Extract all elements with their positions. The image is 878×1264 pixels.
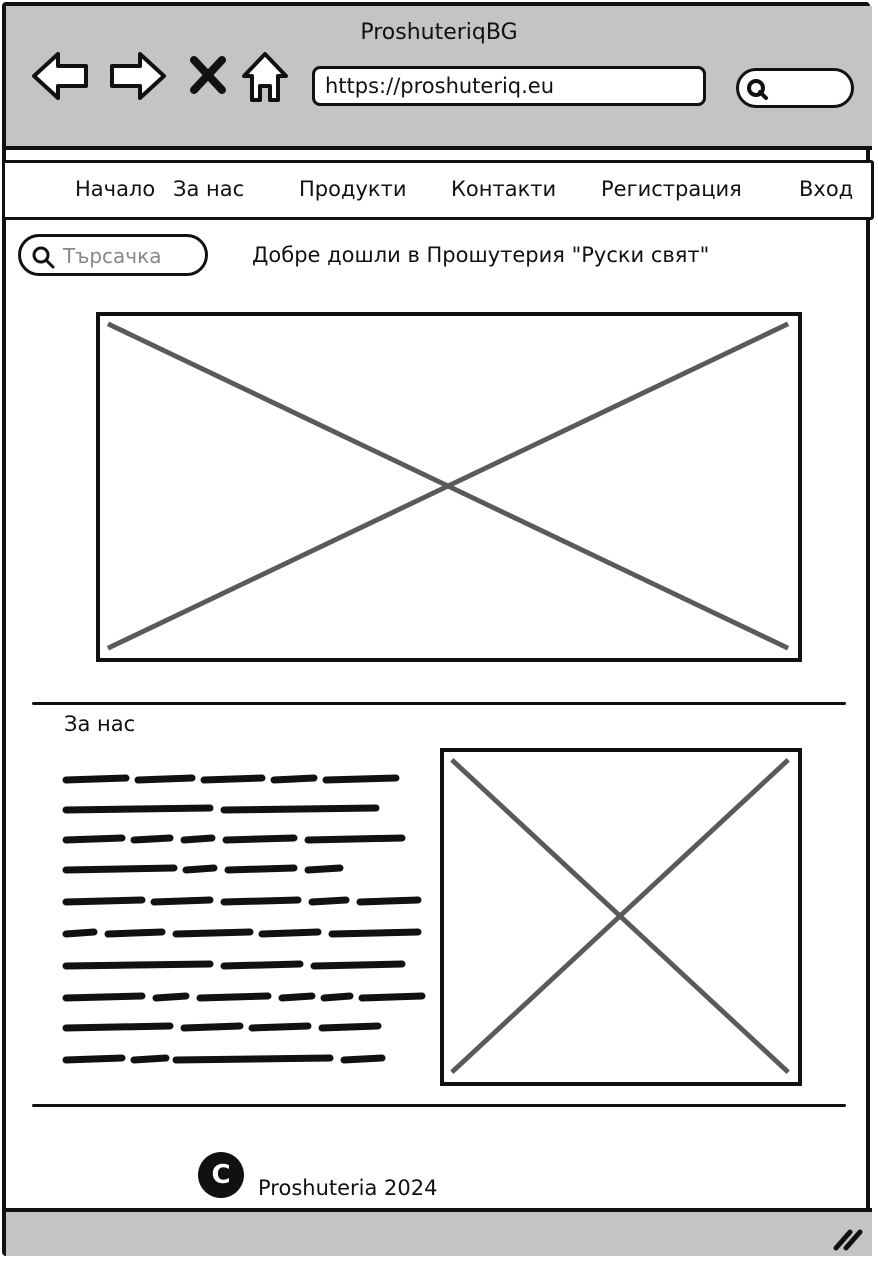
about-heading: За нас [64, 712, 136, 736]
main-nav: Начало За нас Продукти Контакти Регистра… [2, 160, 874, 220]
search-placeholder: Търсачка [63, 244, 162, 268]
close-icon[interactable] [188, 54, 228, 96]
welcome-text: Добре дошли в Прошутерия "Руски свят" [252, 243, 710, 267]
placeholder-text-scribble [62, 774, 426, 1064]
hero-image-placeholder [96, 312, 802, 662]
home-icon[interactable] [238, 48, 292, 106]
browser-status-bar [6, 1208, 872, 1256]
nav-products[interactable]: Продукти [299, 177, 407, 201]
search-icon [747, 79, 768, 100]
url-input[interactable]: https://proshuteriq.eu [312, 66, 706, 106]
image-placeholder-cross [450, 758, 790, 1075]
nav-login[interactable]: Вход [799, 177, 854, 201]
image-placeholder-cross [106, 321, 790, 651]
nav-contacts[interactable]: Контакти [451, 177, 557, 201]
back-arrow-icon[interactable] [30, 48, 92, 104]
nav-register[interactable]: Регистрация [601, 177, 742, 201]
section-divider-bottom [32, 1104, 846, 1107]
nav-about[interactable]: За нас [173, 177, 245, 201]
copyright-icon: C [198, 1152, 244, 1198]
section-divider-top [32, 702, 846, 705]
about-image-placeholder [440, 748, 802, 1086]
footer-copyright-text: Proshuteria 2024 [258, 1176, 438, 1200]
browser-search-input[interactable] [736, 68, 854, 108]
nav-home[interactable]: Начало [75, 177, 156, 201]
window-title: ProshuteriqBG [360, 20, 518, 45]
search-icon [32, 246, 55, 269]
site-search-input[interactable]: Търсачка [18, 234, 208, 276]
browser-toolbar: ProshuteriqBG https://proshuteriq.eu [6, 6, 872, 150]
forward-arrow-icon[interactable] [106, 48, 168, 104]
resize-grip-icon[interactable] [830, 1226, 864, 1252]
